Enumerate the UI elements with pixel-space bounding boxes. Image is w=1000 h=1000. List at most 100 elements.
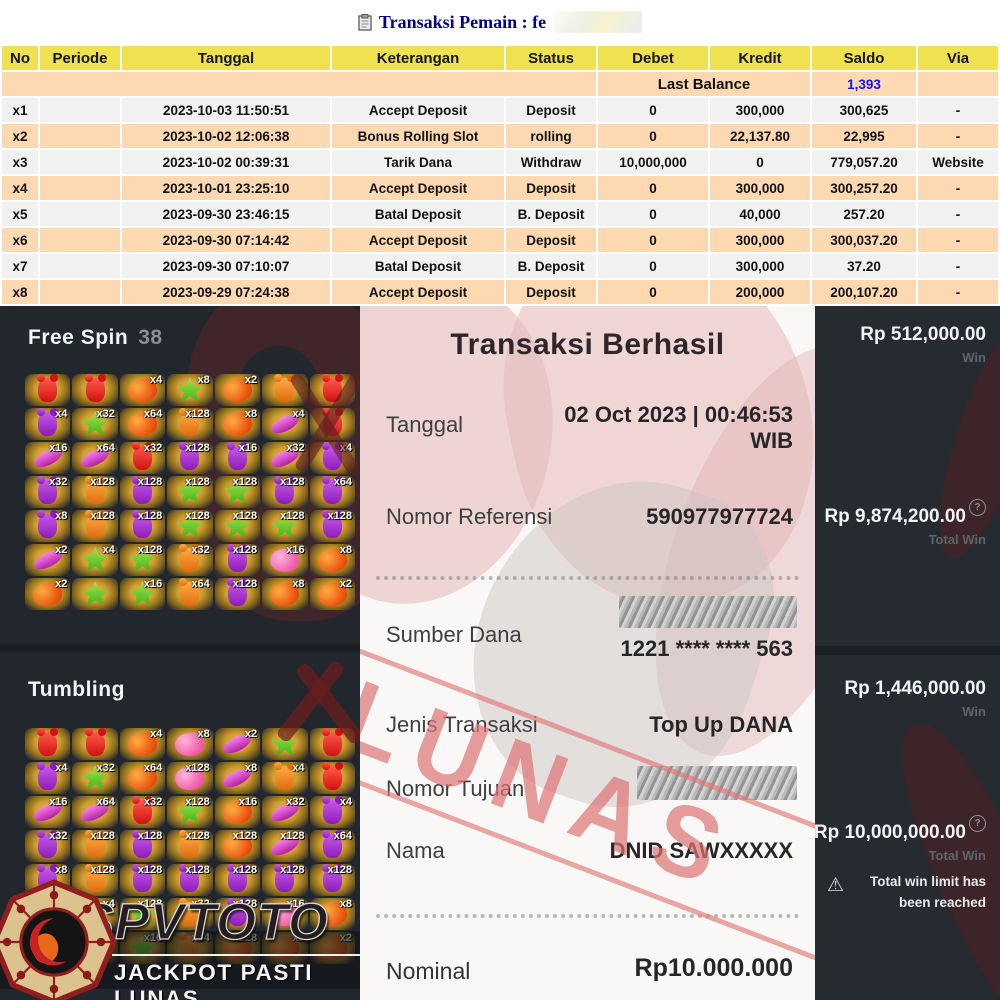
multiplier-badge: x128 bbox=[137, 544, 163, 556]
tumbling-cell-bear-red bbox=[72, 728, 118, 760]
cell-status: Deposit bbox=[506, 176, 596, 200]
cell-periode bbox=[40, 280, 120, 304]
zodiac-wheel-logo bbox=[0, 879, 117, 1000]
tumbling-label: Tumbling bbox=[28, 678, 125, 702]
receipt-field-value: 1221 **** **** 563 bbox=[620, 636, 793, 661]
multiplier-badge: x128 bbox=[232, 864, 258, 876]
tumbling-cell-candy-orange: x4 bbox=[119, 728, 166, 760]
tumbling-cell-candy-orange: x128 bbox=[214, 830, 261, 862]
cell-status: rolling bbox=[506, 124, 596, 148]
cell-saldo: 200,107.20 bbox=[812, 280, 916, 304]
free-spin-cell-bear-red bbox=[25, 374, 71, 406]
receipt-field-value: 590977977724 bbox=[646, 504, 793, 529]
tumbling-cell-bear-purple: x128 bbox=[214, 898, 261, 930]
tumbling-cell-bear-purple: x128 bbox=[119, 864, 166, 896]
tumbling-cell-candy-orange: x64 bbox=[119, 762, 166, 794]
multiplier-badge: x4 bbox=[292, 762, 305, 774]
bear-red-symbol-icon bbox=[84, 374, 105, 402]
bear-purple-symbol-icon bbox=[37, 408, 58, 436]
bear-purple-symbol-icon bbox=[179, 864, 200, 892]
bear-purple-symbol-icon bbox=[37, 830, 58, 858]
column-header-debet: Debet bbox=[598, 46, 708, 70]
last-balance-cell bbox=[2, 72, 596, 96]
tumbling-cell-banana-purple: x64 bbox=[72, 796, 118, 828]
win-amount-label: Total Win bbox=[928, 848, 986, 863]
cell-debet: 10,000,000 bbox=[598, 150, 708, 174]
column-header-status: Status bbox=[506, 46, 596, 70]
warning-triangle-icon: ⚠ bbox=[827, 875, 845, 896]
last-balance-row: Last Balance 1,393 bbox=[2, 72, 998, 96]
free-spin-cell-star-green: x128 bbox=[119, 544, 166, 576]
tumbling-cell-bear-purple: x4 bbox=[309, 796, 355, 828]
win-amounts-panel: Rp 512,000.00 Win Rp 9,874,200.00? Total Wi… bbox=[815, 306, 1000, 1000]
tumbling-cell-candy-pink: x16 bbox=[262, 898, 308, 930]
free-spin-cell-star-green: x16 bbox=[119, 578, 166, 610]
free-spin-cell-candy-orange: x2 bbox=[309, 578, 355, 610]
win-amount-label: Total Win bbox=[928, 532, 986, 547]
free-spin-cell-banana-purple: x16 bbox=[25, 442, 71, 474]
bear-purple-symbol-icon bbox=[37, 762, 58, 790]
multiplier-badge: x8 bbox=[55, 864, 68, 876]
last-balance-cell bbox=[918, 72, 998, 96]
cell-status: B. Deposit bbox=[506, 202, 596, 226]
receipt-field-label: Tanggal bbox=[386, 412, 464, 437]
free-spin-cell-star-green: x8 bbox=[167, 374, 213, 406]
free-spin-cell-bear-purple: x32 bbox=[25, 476, 71, 508]
cell-kredit: 40,000 bbox=[710, 202, 810, 226]
multiplier-badge: x8 bbox=[55, 510, 68, 522]
cell-kredit: 300,000 bbox=[710, 254, 810, 278]
multiplier-badge: x64 bbox=[96, 442, 115, 454]
bear-red-symbol-icon bbox=[321, 762, 342, 790]
win-amount: Rp 1,446,000.00 bbox=[844, 678, 986, 699]
free-spin-cell-candy-orange: x8 bbox=[309, 544, 355, 576]
multiplier-badge: x4 bbox=[150, 728, 163, 740]
transaction-table: No Periode Tanggal Keterangan Status Debet Kre… bbox=[0, 44, 1000, 306]
cell-saldo: 300,037.20 bbox=[812, 228, 916, 252]
bear-orange-symbol-icon bbox=[179, 830, 200, 858]
free-spin-cell-bear-purple: x8 bbox=[25, 510, 71, 542]
bottom-composite: Free Spin 38 x4 x8 x2 x4 x32 x64 x128 x8 x4 x16 x64… bbox=[0, 306, 1000, 1000]
payment-receipt: Transaksi Berhasil Tanggal 02 Oct 2023 | … bbox=[360, 306, 815, 1000]
tumbling-cell-banana-purple: x8 bbox=[214, 762, 261, 794]
tumbling-cell-bear-purple: x128 bbox=[119, 830, 166, 862]
multiplier-badge: x64 bbox=[96, 796, 115, 808]
brand-tagline: JACKPOT PASTI LUNAS bbox=[114, 960, 314, 1000]
cell-periode bbox=[40, 176, 120, 200]
help-icon[interactable]: ? bbox=[969, 499, 986, 516]
win-amount-label: Win bbox=[962, 704, 986, 719]
win-panel-divider bbox=[815, 646, 1000, 655]
cell-kredit: 200,000 bbox=[710, 280, 810, 304]
receipt-title: Transaksi Berhasil bbox=[450, 328, 725, 361]
column-header-saldo: Saldo bbox=[812, 46, 916, 70]
multiplier-badge: x128 bbox=[327, 510, 352, 522]
tumbling-cell-bear-red bbox=[309, 762, 355, 794]
tumbling-cell-bear-orange: x32 bbox=[167, 898, 213, 930]
page-title-bar: Transaksi Pemain : fe bbox=[0, 0, 1000, 44]
win-amount-label: Win bbox=[962, 350, 986, 365]
multiplier-badge: x128 bbox=[185, 830, 210, 842]
bear-purple-symbol-icon bbox=[132, 864, 153, 892]
multiplier-badge: x16 bbox=[49, 442, 68, 454]
bear-orange-symbol-icon bbox=[274, 762, 295, 790]
table-row: x5 2023-09-30 23:46:15 Batal Deposit B. Dep… bbox=[2, 202, 998, 226]
multiplier-badge: x32 bbox=[143, 442, 163, 454]
multiplier-badge: x2 bbox=[244, 374, 258, 386]
cell-no: x2 bbox=[2, 124, 38, 148]
multiplier-badge: x16 bbox=[143, 578, 163, 590]
help-icon[interactable]: ? bbox=[969, 815, 986, 832]
cell-kredit: 300,000 bbox=[710, 98, 810, 122]
multiplier-badge: x128 bbox=[280, 864, 305, 876]
column-header-periode: Periode bbox=[40, 46, 120, 70]
bear-purple-symbol-icon bbox=[132, 830, 153, 858]
cell-via: - bbox=[918, 176, 998, 200]
lunas-stamp-text: LUNAS bbox=[360, 659, 752, 912]
multiplier-badge: x32 bbox=[96, 762, 115, 774]
cell-keterangan: Bonus Rolling Slot bbox=[332, 124, 504, 148]
bear-orange-symbol-icon bbox=[84, 864, 105, 892]
cell-keterangan: Accept Deposit bbox=[332, 280, 504, 304]
cell-debet: 0 bbox=[598, 124, 708, 148]
last-balance-label: Last Balance bbox=[598, 72, 810, 96]
free-spin-cell-bear-orange: x128 bbox=[72, 476, 118, 508]
multiplier-badge: x128 bbox=[185, 442, 210, 454]
cell-kredit: 22,137.80 bbox=[710, 124, 810, 148]
